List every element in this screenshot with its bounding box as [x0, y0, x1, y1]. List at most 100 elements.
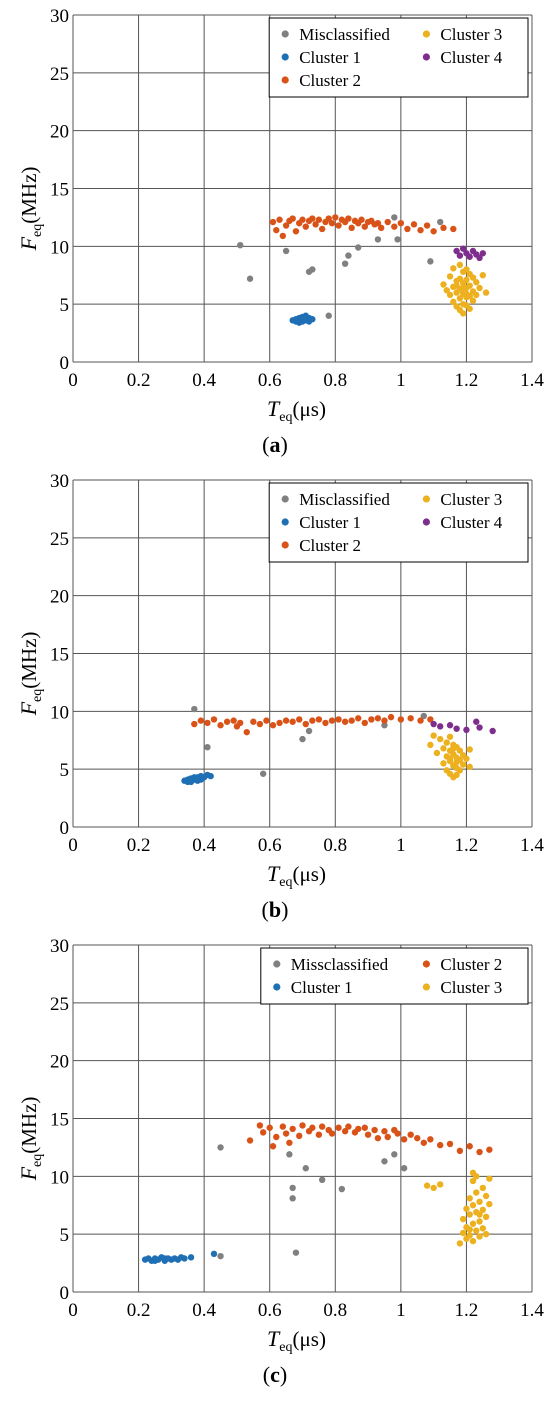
data-point: [299, 1122, 306, 1129]
data-point: [473, 1173, 480, 1180]
legend-label: Cluster 2: [440, 955, 502, 974]
legend-marker: [281, 541, 289, 549]
data-point: [440, 224, 447, 232]
data-point: [417, 226, 424, 234]
data-point: [459, 1229, 467, 1237]
data-point: [292, 228, 300, 235]
y-tick-label: 0: [60, 353, 70, 374]
data-point: [456, 1147, 464, 1155]
data-point: [217, 1252, 224, 1260]
data-point: [433, 749, 441, 757]
data-point: [292, 317, 300, 324]
legend: Misclassified Cluster 1 Cluster 2 Cluster 3…: [268, 482, 529, 563]
data-point: [181, 1255, 188, 1262]
scatter-plot-b: 0 0.2 0.4 0.6 0.8 1 1.2 1.4 0 5 10 15 20 25 30 Teq(μs) F…: [16, 471, 544, 890]
legend-label: Cluster 3: [440, 978, 502, 997]
data-point: [302, 1165, 309, 1172]
x-tick-label: 0: [68, 835, 78, 856]
x-tick-label: 0.2: [127, 370, 151, 391]
series-cluster-3: [423, 1169, 493, 1247]
legend-label: Cluster 1: [299, 513, 361, 532]
y-tick-label: 15: [50, 180, 69, 201]
data-point: [374, 1134, 382, 1142]
data-point: [476, 1148, 483, 1156]
data-point: [204, 743, 211, 751]
data-point: [250, 718, 257, 725]
data-point: [237, 241, 244, 249]
data-point: [391, 214, 398, 221]
data-point: [355, 715, 362, 722]
series-missclassified: [217, 1144, 408, 1260]
data-point: [469, 1177, 477, 1185]
data-point: [450, 225, 457, 233]
data-point: [312, 221, 319, 228]
data-point: [473, 291, 480, 299]
legend-label: Cluster 3: [440, 25, 502, 44]
data-point: [479, 1225, 487, 1232]
data-point: [161, 1255, 168, 1262]
data-point: [210, 1250, 218, 1258]
data-point: [338, 1185, 346, 1193]
data-point: [315, 1131, 323, 1138]
y-tick-label: 20: [50, 122, 69, 143]
caption-b: (b): [261, 897, 289, 922]
data-point: [466, 1226, 473, 1233]
data-point: [430, 1184, 437, 1192]
data-point: [440, 745, 447, 752]
series-cluster-1: [289, 312, 316, 326]
data-point: [450, 265, 457, 272]
data-point: [420, 1139, 428, 1146]
y-tick-label: 30: [50, 6, 69, 27]
data-point: [381, 717, 388, 724]
data-point: [420, 712, 428, 720]
data-point: [361, 1124, 368, 1131]
data-point: [469, 1220, 477, 1227]
data-point: [381, 1158, 388, 1165]
data-point: [446, 755, 454, 762]
data-point: [443, 287, 450, 294]
legend-marker: [273, 983, 281, 991]
data-point: [437, 1141, 444, 1149]
data-point: [377, 224, 385, 232]
x-tick-label: 1.2: [455, 1300, 479, 1321]
data-point: [282, 247, 290, 255]
data-point: [322, 719, 329, 727]
y-tick-label: 5: [60, 1225, 70, 1246]
series-cluster-2: [246, 1122, 493, 1156]
data-point: [273, 226, 280, 234]
scatter-plot-c: 0 0.2 0.4 0.6 0.8 1 1.2 1.4 0 5 10 15 20 25 30 Teq(μs) F…: [16, 936, 544, 1355]
data-point: [197, 717, 205, 724]
data-point: [486, 1146, 493, 1153]
data-point: [423, 1182, 431, 1189]
data-point: [374, 236, 382, 243]
data-point: [400, 1165, 408, 1172]
data-point: [466, 253, 473, 260]
data-point: [427, 741, 434, 749]
data-point: [440, 760, 447, 767]
legend-label: Cluster 1: [299, 48, 361, 67]
data-point: [269, 722, 277, 729]
data-point: [446, 733, 454, 740]
data-point: [482, 1230, 490, 1238]
series-cluster-1: [181, 771, 214, 786]
x-tick-label: 1: [396, 370, 406, 391]
data-point: [289, 215, 296, 222]
chart-panel-b: 0 0.2 0.4 0.6 0.8 1 1.2 1.4 0 5 10 15 20 25 30 Teq(μs) F…: [0, 465, 550, 933]
data-point: [381, 722, 388, 729]
data-point: [437, 723, 444, 730]
legend-label: Missclassified: [291, 955, 389, 974]
y-tick-label: 30: [50, 471, 69, 492]
series-misclassified: [237, 214, 444, 319]
legend-marker: [422, 960, 430, 968]
data-point: [361, 223, 368, 230]
legend-label: Cluster 2: [299, 71, 361, 90]
data-point: [358, 216, 365, 223]
data-point: [463, 290, 470, 297]
data-point: [476, 1198, 483, 1205]
legend-label: Cluster 4: [440, 513, 502, 532]
data-point: [479, 1184, 487, 1192]
x-tick-label: 1: [396, 835, 406, 856]
data-point: [466, 1232, 473, 1239]
data-point: [325, 215, 332, 222]
scatter-plot-a: 0 0.2 0.4 0.6 0.8 1 1.2 1.4 0 5 10 15 20 25 30 Teq(μs) F…: [16, 6, 544, 425]
